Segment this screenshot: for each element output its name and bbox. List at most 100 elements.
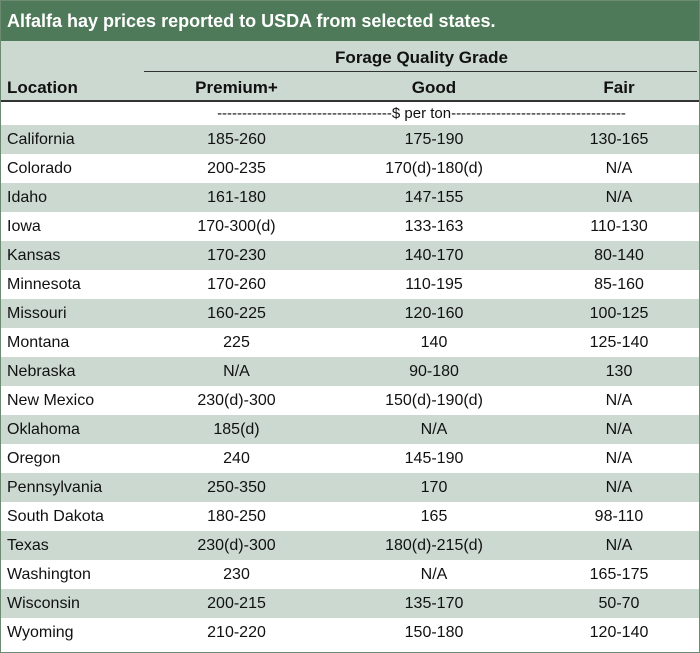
table-row: Colorado 200-235 170(d)-180(d) N/A: [1, 154, 699, 183]
good-cell: N/A: [420, 566, 448, 583]
fair-cell: N/A: [605, 450, 633, 467]
location-cell: Oregon: [7, 450, 61, 467]
good-cell: 140-170: [404, 247, 464, 264]
good-cell: 170: [420, 479, 448, 496]
premium-cell: N/A: [223, 363, 250, 380]
premium-cell: 185(d): [213, 421, 260, 438]
location-cell: California: [7, 131, 75, 148]
location-cell: Montana: [7, 334, 70, 351]
good-cell: 150-180: [404, 624, 464, 641]
location-cell: New Mexico: [7, 392, 95, 409]
table-row: South Dakota 180-250 165 98-110: [1, 502, 699, 531]
premium-cell: 200-215: [207, 595, 266, 612]
table-row: California 185-260 175-190 130-165: [1, 125, 699, 154]
good-cell: 170(d)-180(d): [385, 160, 483, 177]
location-cell: Minnesota: [7, 276, 81, 293]
fair-header: Fair: [603, 78, 635, 97]
unit-label: -----------------------------------$ per…: [217, 105, 626, 122]
location-cell: Iowa: [7, 218, 41, 235]
good-cell: 110-195: [405, 276, 463, 293]
table-row: Missouri 160-225 120-160 100-125: [1, 299, 699, 328]
fair-cell: 80-140: [594, 247, 644, 264]
good-cell: 135-170: [404, 595, 464, 612]
premium-cell: 230(d)-300: [197, 392, 276, 409]
fair-cell: 125-140: [589, 334, 649, 351]
location-cell: Missouri: [7, 305, 67, 322]
fair-cell: N/A: [605, 537, 633, 554]
table-row: Iowa 170-300(d) 133-163 110-130: [1, 212, 699, 241]
premium-cell: 170-260: [207, 276, 266, 293]
fair-cell: 130-165: [589, 131, 649, 148]
location-cell: Idaho: [7, 189, 48, 206]
premium-cell: 230(d)-300: [197, 537, 276, 554]
location-cell: Oklahoma: [7, 421, 80, 438]
good-cell: N/A: [420, 421, 448, 438]
table-body: California 185-260 175-190 130-165 Colorado 2…: [1, 125, 699, 647]
fair-cell: 120-140: [589, 624, 649, 641]
premium-cell: 225: [223, 334, 250, 351]
location-cell: Kansas: [7, 247, 61, 264]
premium-cell: 210-220: [207, 624, 266, 641]
premium-cell: 180-250: [207, 508, 266, 525]
premium-cell: 161-180: [207, 189, 266, 206]
premium-cell: 230: [223, 566, 250, 583]
premium-cell: 240: [223, 450, 250, 467]
unit-row: -----------------------------------$ per…: [1, 102, 699, 125]
fair-cell: 130: [605, 363, 633, 380]
location-cell: South Dakota: [7, 508, 104, 525]
good-cell: 175-190: [404, 131, 464, 148]
table-row: Nebraska N/A 90-180 130: [1, 357, 699, 386]
fair-cell: N/A: [605, 189, 633, 206]
premium-header: Premium+: [195, 78, 278, 97]
table-row: Wyoming 210-220 150-180 120-140: [1, 618, 699, 647]
premium-cell: 160-225: [207, 305, 266, 322]
good-cell: 140: [420, 334, 448, 351]
premium-cell: 185-260: [207, 131, 266, 148]
good-header: Good: [411, 78, 457, 97]
good-cell: 147-155: [404, 189, 464, 206]
premium-cell: 250-350: [207, 479, 266, 496]
good-cell: 180(d)-215(d): [385, 537, 483, 554]
fair-cell: 50-70: [598, 595, 640, 612]
table-row: Oklahoma 185(d) N/A N/A: [1, 415, 699, 444]
location-cell: Pennsylvania: [7, 479, 103, 496]
table-title: Alfalfa hay prices reported to USDA from…: [1, 1, 699, 41]
location-cell: Texas: [7, 537, 49, 554]
fair-cell: 110-130: [590, 218, 648, 235]
fair-cell: 100-125: [589, 305, 649, 322]
group-header: Forage Quality Grade: [335, 48, 508, 67]
table-row: Kansas 170-230 140-170 80-140: [1, 241, 699, 270]
good-cell: 165: [420, 508, 448, 525]
premium-cell: 170-300(d): [197, 218, 276, 235]
location-cell: Nebraska: [7, 363, 76, 380]
table-row: New Mexico 230(d)-300 150(d)-190(d) N/A: [1, 386, 699, 415]
good-cell: 145-190: [404, 450, 464, 467]
location-cell: Colorado: [7, 160, 72, 177]
location-cell: Wyoming: [7, 624, 74, 641]
fair-cell: N/A: [605, 421, 633, 438]
table-row: Oregon 240 145-190 N/A: [1, 444, 699, 473]
good-cell: 90-180: [409, 363, 459, 380]
table-row: Washington 230 N/A 165-175: [1, 560, 699, 589]
location-cell: Wisconsin: [7, 595, 80, 612]
group-header-rule: [144, 71, 697, 72]
fair-cell: N/A: [605, 160, 633, 177]
table-row: Texas 230(d)-300 180(d)-215(d) N/A: [1, 531, 699, 560]
fair-cell: N/A: [605, 392, 633, 409]
location-header: Location: [7, 78, 78, 97]
fair-cell: 98-110: [594, 508, 644, 525]
table-row: Montana 225 140 125-140: [1, 328, 699, 357]
fair-cell: 85-160: [594, 276, 644, 293]
table-header: Forage Quality Grade Location Premium+ G…: [1, 41, 699, 102]
good-cell: 133-163: [404, 218, 464, 235]
good-cell: 150(d)-190(d): [385, 392, 483, 409]
fair-cell: 165-175: [589, 566, 649, 583]
table-row: Idaho 161-180 147-155 N/A: [1, 183, 699, 212]
table-row: Pennsylvania 250-350 170 N/A: [1, 473, 699, 502]
table-row: Minnesota 170-260 110-195 85-160: [1, 270, 699, 299]
location-cell: Washington: [7, 566, 91, 583]
good-cell: 120-160: [404, 305, 464, 322]
fair-cell: N/A: [605, 479, 633, 496]
premium-cell: 170-230: [207, 247, 266, 264]
